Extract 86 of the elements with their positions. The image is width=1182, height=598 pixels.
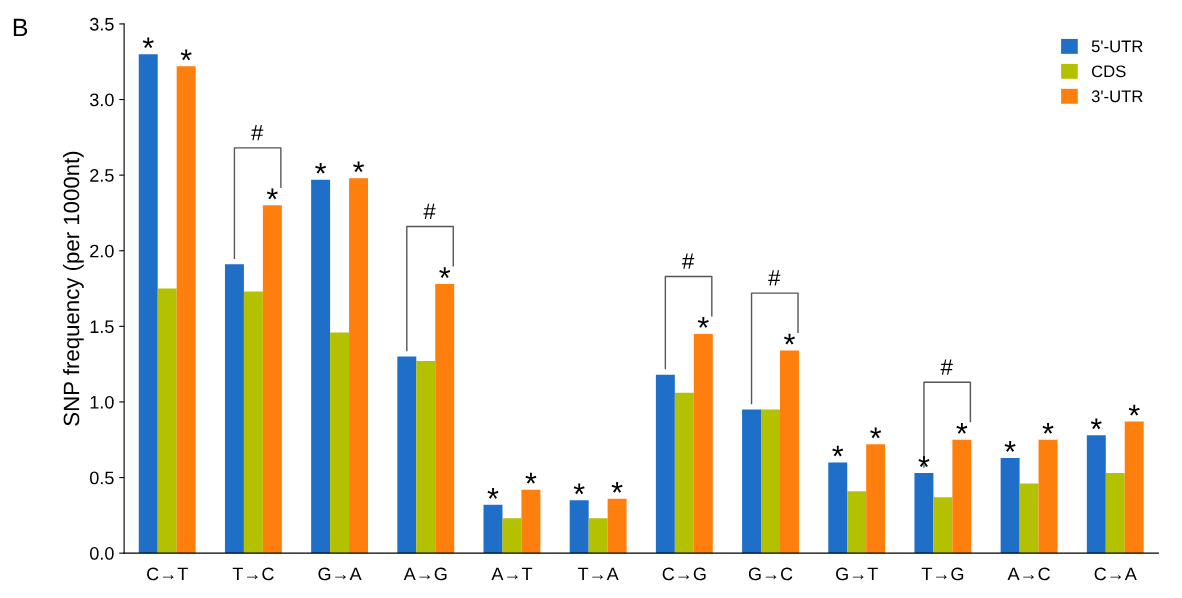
annotation: #: [940, 359, 953, 375]
bar: [397, 356, 417, 554]
y-tick-label: 1.5: [90, 320, 114, 334]
bar: [521, 489, 541, 554]
data-label: *: [611, 481, 623, 493]
data-label: *: [353, 161, 365, 173]
data-label: *: [525, 472, 537, 484]
x-tick-label: T→A: [577, 567, 619, 581]
annotation: #: [423, 203, 436, 219]
data-label: *: [142, 37, 154, 49]
data-label: *: [1042, 422, 1054, 434]
bar: [1000, 457, 1020, 554]
x-tick-label: A→G: [403, 567, 447, 581]
annotation: #: [768, 270, 781, 286]
bar: [483, 504, 503, 554]
x-tick-label: C→A: [1094, 567, 1137, 581]
data-label: *: [315, 162, 327, 174]
bar: [866, 444, 886, 554]
data-label: *: [1090, 418, 1102, 430]
data-label: *: [956, 422, 968, 434]
bar: [1038, 439, 1058, 554]
data-label: *: [784, 333, 795, 345]
data-label: *: [180, 49, 192, 61]
bar: [1124, 421, 1144, 554]
data-label: *: [487, 487, 499, 499]
legend-label: 5'-UTR: [1091, 40, 1143, 53]
annotation: #: [682, 253, 695, 269]
data-label: *: [573, 483, 585, 495]
legend-label: 3'-UTR: [1091, 90, 1143, 103]
bar: [311, 179, 331, 554]
data-label: *: [697, 317, 709, 328]
bar: [138, 54, 158, 554]
bar: [330, 332, 350, 554]
data-label: *: [1004, 441, 1016, 452]
bar: [847, 491, 867, 554]
x-tick-label: C→G: [662, 567, 706, 581]
y-axis-title: SNP frequency (per 1000nt): [63, 151, 84, 426]
bar: [262, 205, 282, 554]
bar: [416, 361, 436, 554]
x-tick-label: A→C: [1007, 567, 1050, 581]
x-tick-label: T→C: [232, 567, 274, 581]
x-tick-label: A→T: [491, 567, 533, 581]
x-tick-label: G→T: [836, 567, 878, 581]
x-tick-label: C→T: [147, 567, 188, 581]
y-tick-label: 1.0: [90, 395, 114, 409]
y-tick-label: 2.0: [90, 244, 114, 258]
bar: [761, 409, 780, 554]
bar: [952, 439, 972, 554]
bar: [607, 498, 627, 554]
bar: [914, 473, 934, 554]
x-tick-label: G→A: [318, 567, 362, 581]
text: B: [13, 18, 28, 37]
bar: [243, 291, 263, 554]
bar: [435, 284, 455, 554]
data-label: *: [439, 267, 451, 278]
bar: [176, 66, 196, 554]
legend-label: CDS: [1091, 65, 1126, 78]
bar: [1105, 473, 1125, 554]
bar: [1086, 435, 1106, 554]
annotation: #: [251, 125, 264, 141]
bar: [933, 497, 953, 554]
data-label: *: [1128, 404, 1140, 416]
x-tick-label: G→C: [748, 567, 793, 581]
x-tick-label: T→G: [921, 567, 964, 581]
data-label: *: [870, 427, 882, 439]
bar: [1019, 483, 1039, 554]
y-tick-label: 0.5: [90, 471, 114, 485]
y-tick-label: 0.0: [90, 547, 114, 560]
bar: [502, 518, 522, 554]
data-label: *: [266, 188, 278, 200]
bar: [157, 288, 177, 554]
data-label: *: [918, 456, 930, 467]
y-tick-label: 3.0: [89, 93, 114, 107]
data-label: *: [832, 445, 844, 457]
bar: [588, 518, 608, 554]
bar: [674, 392, 694, 554]
bar: [224, 264, 244, 554]
bar: [349, 178, 369, 554]
bar: [569, 500, 589, 554]
bar: [780, 350, 799, 554]
y-tick-label: 3.5: [89, 17, 114, 31]
bar: [828, 462, 848, 554]
bar: [742, 409, 762, 554]
bar: [693, 333, 713, 554]
y-tick-label: 2.5: [90, 169, 114, 182]
bar: [655, 374, 675, 554]
